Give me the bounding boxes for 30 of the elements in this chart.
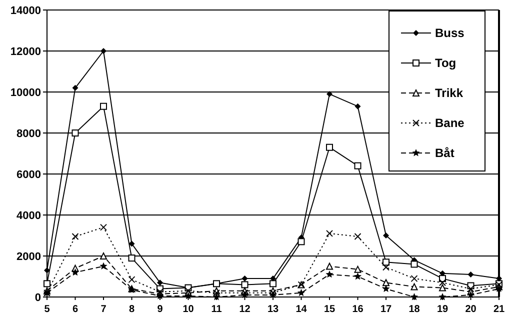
x-tick-label: 21 (493, 304, 505, 315)
x-tick-label: 15 (324, 304, 336, 315)
legend-label: Båt (435, 146, 454, 160)
y-tick-label: 0 (34, 292, 41, 304)
legend-label: Trikk (435, 86, 464, 100)
y-tick-label: 10000 (10, 86, 41, 99)
x-tick-label: 5 (44, 304, 50, 315)
x-tick-label: 7 (100, 304, 107, 315)
x-tick-label: 17 (380, 304, 392, 315)
x-tick-label: 16 (352, 304, 364, 315)
x-tick-label: 8 (128, 304, 135, 315)
x-tick-label: 6 (72, 304, 78, 315)
y-tick-label: 8000 (16, 128, 41, 140)
x-tick-label: 10 (182, 304, 194, 315)
x-tick-label: 14 (296, 304, 308, 315)
legend-label: Buss (435, 26, 465, 40)
legend-label: Tog (435, 56, 456, 70)
y-tick-label: 2000 (16, 250, 41, 263)
legend-label: Bane (435, 116, 465, 130)
x-tick-label: 13 (267, 304, 279, 315)
x-tick-label: 12 (239, 304, 251, 315)
x-tick-label: 9 (157, 304, 164, 315)
x-tick-label: 11 (211, 304, 222, 315)
x-tick-label: 20 (465, 304, 477, 315)
x-tick-label: 19 (436, 304, 448, 315)
y-tick-label: 4000 (16, 210, 41, 222)
y-tick-label: 6000 (16, 168, 41, 181)
y-tick-label: 14000 (10, 4, 41, 17)
y-tick-label: 12000 (10, 46, 41, 58)
x-tick-label: 18 (408, 304, 420, 315)
